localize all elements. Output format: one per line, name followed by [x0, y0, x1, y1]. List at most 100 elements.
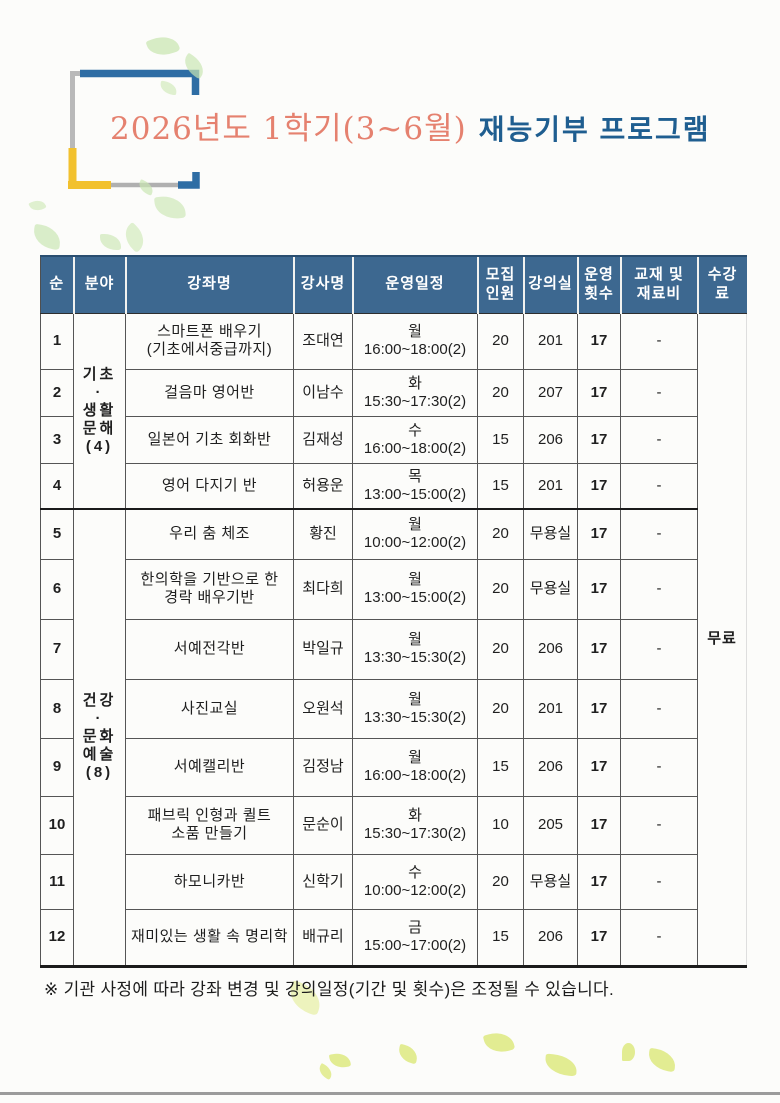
- table-row: 7 서예전각반 박일규 월 13:30~15:30(2) 20 206 17-: [40, 618, 747, 680]
- cell-materials: -: [620, 415, 698, 464]
- cell-schedule: 월 13:30~15:30(2): [352, 678, 478, 739]
- cell-no: 7: [40, 618, 74, 680]
- cell-no: 12: [40, 908, 74, 967]
- table-row: 6 한의학을 기반으로 한 경락 배우기반 최다희 월 13:00~15:00(2) 2…: [40, 558, 747, 620]
- cell-course-name: 사진교실: [125, 678, 294, 739]
- cell-no: 5: [40, 508, 74, 560]
- cell-instructor: 허용운: [293, 462, 353, 510]
- header-field: 분야: [72, 255, 126, 314]
- cell-materials: -: [620, 368, 698, 417]
- cell-schedule: 월 13:00~15:00(2): [352, 558, 478, 620]
- header-instructor: 강사명: [292, 255, 353, 314]
- cell-capacity: 20: [477, 368, 524, 417]
- cell-no: 8: [40, 678, 74, 739]
- cell-no: 9: [40, 737, 74, 797]
- cell-no: 4: [40, 462, 74, 510]
- cell-course-name: 패브릭 인형과 퀼트 소품 만들기: [125, 795, 294, 855]
- cell-capacity: 20: [477, 618, 524, 680]
- header-sessions: 운영 횟수: [576, 255, 621, 314]
- table-row: 8 사진교실 오원석 월 13:30~15:30(2) 20 201 17-: [40, 678, 747, 739]
- cell-sessions: 17: [577, 678, 621, 739]
- cell-instructor: 오원석: [293, 678, 353, 739]
- cell-instructor: 문순이: [293, 795, 353, 855]
- page-title: 2026년도 1학기(3~6월) 재능기부 프로그램: [110, 103, 750, 148]
- cell-course-name: 스마트폰 배우기 (기초에서중급까지): [125, 312, 294, 370]
- cell-capacity: 15: [477, 415, 524, 464]
- cell-course-name: 하모니카반: [125, 853, 294, 910]
- cell-sessions: 17: [577, 558, 621, 620]
- leaf-icon: [100, 234, 121, 250]
- program-table-body: 1 기초 · 생활 문해 (4) 스마트폰 배우기 (기초에서중급까지) 조대연 월 1…: [40, 312, 747, 967]
- cell-no: 11: [40, 853, 74, 910]
- table-row: 12 재미있는 생활 속 명리학 배규리 금 15:00~17:00(2) 15 206 1…: [40, 908, 747, 967]
- cell-course-name: 서예전각반: [125, 618, 294, 680]
- cell-materials: -: [620, 908, 698, 967]
- cell-sessions: 17: [577, 795, 621, 855]
- title-semester: 2026년도 1학기(3~6월): [110, 111, 467, 147]
- cell-materials: -: [620, 558, 698, 620]
- table-row: 11 하모니카반 신학기 수 10:00~12:00(2) 20 무용실 17-: [40, 853, 747, 910]
- cell-schedule: 화 15:30~17:30(2): [352, 795, 478, 855]
- cell-room: 무용실: [523, 558, 578, 620]
- cell-sessions: 17: [577, 737, 621, 797]
- cell-room: 201: [523, 678, 578, 739]
- cell-no: 6: [40, 558, 74, 620]
- title-program: 재능기부 프로그램: [478, 114, 711, 145]
- cell-capacity: 15: [477, 737, 524, 797]
- leaf-icon: [482, 1028, 516, 1057]
- cell-capacity: 15: [477, 462, 524, 510]
- cell-course-name: 재미있는 생활 속 명리학: [125, 908, 294, 967]
- cell-materials: -: [620, 618, 698, 680]
- cell-sessions: 17: [577, 908, 621, 967]
- cell-room: 무용실: [523, 853, 578, 910]
- table-row: 9 서예캘리반 김정남 월 16:00~18:00(2) 15 206 17-: [40, 737, 747, 797]
- cell-course-name: 우리 춤 체조: [125, 508, 294, 560]
- cell-course-name: 한의학을 기반으로 한 경락 배우기반: [125, 558, 294, 620]
- cell-course-name: 일본어 기초 회화반: [125, 415, 294, 464]
- cell-capacity: 20: [477, 558, 524, 620]
- cell-instructor: 박일규: [293, 618, 353, 680]
- table-header-row: 순 분야 강좌명 강사명 운영일정 모집 인원 강의실 운영 횟수 교재 및 재…: [40, 255, 747, 314]
- cell-materials: -: [620, 795, 698, 855]
- cell-instructor: 이남수: [293, 368, 353, 417]
- cell-room: 206: [523, 908, 578, 967]
- cell-sessions: 17: [577, 368, 621, 417]
- cell-instructor: 김정남: [293, 737, 353, 797]
- cell-sessions: 17: [577, 415, 621, 464]
- program-table: 순 분야 강좌명 강사명 운영일정 모집 인원 강의실 운영 횟수 교재 및 재…: [40, 255, 747, 968]
- cell-room: 201: [523, 462, 578, 510]
- cell-room: 205: [523, 795, 578, 855]
- leaf-icon: [544, 1053, 578, 1077]
- cell-instructor: 황진: [293, 508, 353, 560]
- table-row: 10 패브릭 인형과 퀼트 소품 만들기 문순이 화 15:30~17:30(2) 10…: [40, 795, 747, 855]
- leaf-icon: [118, 221, 151, 254]
- cell-schedule: 월 10:00~12:00(2): [352, 508, 478, 560]
- field-group-cell: 건강 · 문화 예술 (8): [73, 508, 126, 967]
- header-no: 순: [40, 255, 74, 314]
- cell-schedule: 수 10:00~12:00(2): [352, 853, 478, 910]
- cell-schedule: 월 16:00~18:00(2): [352, 737, 478, 797]
- cell-room: 무용실: [523, 508, 578, 560]
- leaf-icon: [316, 1062, 335, 1081]
- cell-sessions: 17: [577, 508, 621, 560]
- leaf-icon: [28, 197, 47, 214]
- cell-no: 1: [40, 312, 74, 370]
- table-row: 1 기초 · 생활 문해 (4) 스마트폰 배우기 (기초에서중급까지) 조대연 월 1…: [40, 312, 747, 967]
- header-schedule: 운영일정: [351, 255, 478, 314]
- cell-sessions: 17: [577, 312, 621, 370]
- cell-schedule: 월 16:00~18:00(2): [352, 312, 478, 370]
- leaf-icon: [145, 31, 181, 61]
- cell-course-name: 영어 다지기 반: [125, 462, 294, 510]
- header-capacity: 모집 인원: [476, 255, 524, 314]
- cell-materials: -: [620, 853, 698, 910]
- cell-room: 201: [523, 312, 578, 370]
- cell-capacity: 20: [477, 312, 524, 370]
- field-group-cell: 기초 · 생활 문해 (4): [73, 312, 126, 510]
- cell-course-name: 서예캘리반: [125, 737, 294, 797]
- table-row: 3 일본어 기초 회화반 김재성 수 16:00~18:00(2) 15 206 17-: [40, 415, 747, 464]
- cell-capacity: 10: [477, 795, 524, 855]
- cell-materials: -: [620, 737, 698, 797]
- cell-sessions: 17: [577, 618, 621, 680]
- cell-capacity: 20: [477, 853, 524, 910]
